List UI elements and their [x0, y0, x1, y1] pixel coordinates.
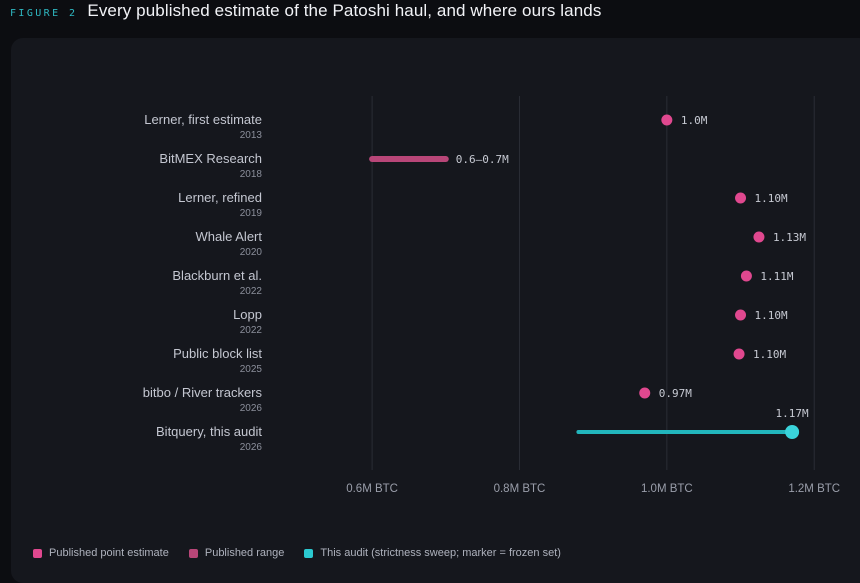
row-year: 2025 — [240, 364, 263, 375]
row-label: bitbo / River trackers — [143, 385, 263, 400]
legend-item: Published point estimate — [33, 547, 169, 559]
row-label: Lopp — [233, 307, 262, 322]
x-tick-label: 0.6M BTC — [346, 483, 398, 495]
row-year: 2020 — [240, 247, 263, 258]
row-year: 2026 — [240, 442, 263, 453]
value-label: 1.17M — [776, 407, 809, 420]
legend-swatch — [304, 548, 314, 558]
figure-title: Every published estimate of the Patoshi … — [87, 1, 602, 20]
row-year: 2018 — [240, 169, 263, 180]
legend-item: Published range — [188, 547, 285, 559]
point-estimate-marker — [661, 114, 673, 126]
row-label: Lerner, first estimate — [144, 112, 262, 127]
value-label: 0.97M — [659, 387, 692, 400]
legend-label: Published range — [204, 547, 285, 559]
value-label: 1.10M — [755, 192, 788, 205]
x-tick-label: 1.2M BTC — [788, 483, 840, 495]
value-label: 1.13M — [773, 231, 806, 244]
value-label: 1.10M — [753, 348, 786, 361]
row-label: Lerner, refined — [178, 190, 262, 205]
value-label: 1.11M — [760, 270, 793, 283]
point-estimate-marker — [639, 387, 651, 399]
value-label: 0.6–0.7M — [456, 153, 509, 166]
x-tick-label: 1.0M BTC — [641, 483, 693, 495]
figure-header: FIGURE 2 Every published estimate of the… — [10, 1, 601, 25]
legend-label: Published point estimate — [49, 547, 169, 559]
value-label: 1.0M — [681, 114, 708, 127]
point-estimate-marker — [753, 231, 765, 243]
value-label: 1.10M — [755, 309, 788, 322]
legend-item: This audit (strictness sweep; marker = f… — [304, 547, 561, 559]
row-label: Public block list — [173, 346, 262, 361]
point-estimate-marker — [733, 348, 745, 360]
audit-frozen-marker — [785, 425, 800, 439]
row-label: Whale Alert — [196, 229, 263, 244]
row-label: Bitquery, this audit — [156, 424, 262, 439]
point-estimate-marker — [740, 270, 752, 282]
row-year: 2022 — [240, 286, 263, 297]
legend-swatch — [188, 548, 198, 558]
point-estimate-marker — [735, 309, 747, 321]
legend-swatch — [33, 548, 42, 558]
chart-panel — [11, 38, 860, 583]
point-estimate-marker — [735, 192, 747, 204]
row-label: Blackburn et al. — [172, 268, 262, 283]
row-year: 2013 — [240, 130, 263, 141]
figure-tag: FIGURE 2 — [10, 8, 78, 19]
row-year: 2026 — [240, 403, 263, 414]
row-year: 2019 — [240, 208, 263, 219]
row-label: BitMEX Research — [159, 151, 262, 166]
legend-label: This audit (strictness sweep; marker = f… — [320, 547, 561, 559]
row-year: 2022 — [240, 325, 263, 336]
chart-legend: Published point estimate Published range T… — [33, 545, 561, 561]
x-tick-label: 0.8M BTC — [494, 483, 546, 495]
